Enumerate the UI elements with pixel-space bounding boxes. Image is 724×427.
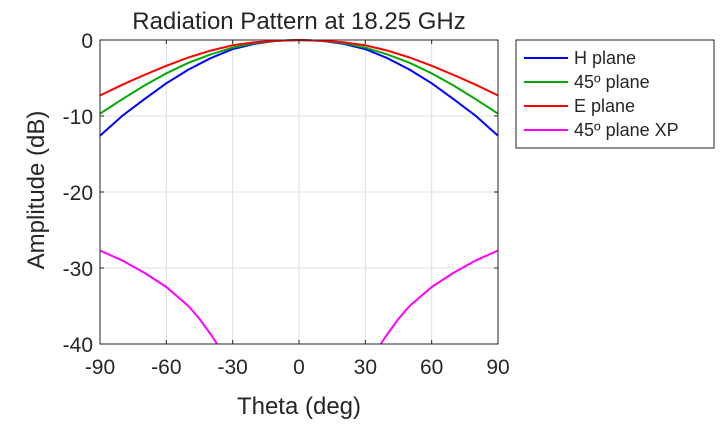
x-tick-label: 30 bbox=[354, 356, 377, 379]
axis-ticks: -90 -60 -30 0 30 60 90 0 -10 -20 -30 -40 bbox=[63, 30, 510, 379]
legend-label: E plane bbox=[574, 96, 635, 116]
legend: H plane 45º plane E plane 45º plane XP bbox=[515, 39, 715, 149]
y-tick-label: 0 bbox=[81, 30, 93, 53]
y-tick-label: -40 bbox=[63, 334, 93, 357]
x-axis-label: Theta (deg) bbox=[237, 393, 361, 420]
x-tick-label: -30 bbox=[217, 356, 247, 379]
legend-label: H plane bbox=[574, 48, 636, 68]
x-tick-label: -90 bbox=[85, 356, 115, 379]
y-axis-label: Amplitude (dB) bbox=[23, 111, 50, 270]
x-tick-label: 90 bbox=[486, 356, 509, 379]
series-line-4 bbox=[379, 249, 499, 345]
series-line-4 bbox=[99, 249, 219, 345]
y-tick-label: -20 bbox=[63, 182, 93, 205]
x-tick-label: 60 bbox=[420, 356, 443, 379]
x-tick-label: 0 bbox=[293, 356, 305, 379]
y-tick-label: -10 bbox=[63, 106, 93, 129]
legend-label: 45º plane XP bbox=[574, 120, 679, 140]
legend-label: 45º plane bbox=[574, 72, 650, 92]
y-tick-label: -30 bbox=[63, 258, 93, 281]
grid-lines bbox=[99, 39, 499, 345]
chart-title: Radiation Pattern at 18.25 GHz bbox=[132, 8, 466, 35]
x-tick-label: -60 bbox=[151, 356, 181, 379]
